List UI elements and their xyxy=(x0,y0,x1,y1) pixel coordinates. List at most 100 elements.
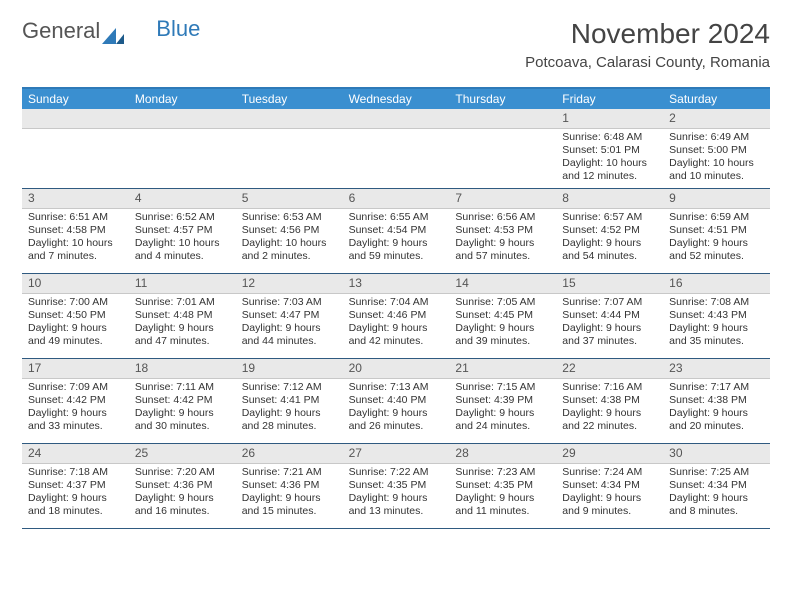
daylight-text: Daylight: 9 hours and 13 minutes. xyxy=(349,492,444,518)
daylight-text: Daylight: 9 hours and 35 minutes. xyxy=(669,322,764,348)
weekday-saturday: Saturday xyxy=(663,89,770,109)
day-cell: 21Sunrise: 7:15 AMSunset: 4:39 PMDayligh… xyxy=(449,359,556,443)
day-number: 20 xyxy=(343,359,450,379)
daylight-text: Daylight: 9 hours and 57 minutes. xyxy=(455,237,550,263)
sunset-text: Sunset: 4:38 PM xyxy=(669,394,764,407)
week-row: 1Sunrise: 6:48 AMSunset: 5:01 PMDaylight… xyxy=(22,109,770,189)
location: Potcoava, Calarasi County, Romania xyxy=(525,54,770,71)
logo-text-general: General xyxy=(22,18,100,44)
sunset-text: Sunset: 4:48 PM xyxy=(135,309,230,322)
day-cell: 5Sunrise: 6:53 AMSunset: 4:56 PMDaylight… xyxy=(236,189,343,273)
daylight-text: Daylight: 9 hours and 54 minutes. xyxy=(562,237,657,263)
daylight-text: Daylight: 9 hours and 37 minutes. xyxy=(562,322,657,348)
day-body: Sunrise: 7:01 AMSunset: 4:48 PMDaylight:… xyxy=(129,294,236,353)
day-number: 1 xyxy=(556,109,663,129)
day-number: 18 xyxy=(129,359,236,379)
day-body: Sunrise: 7:23 AMSunset: 4:35 PMDaylight:… xyxy=(449,464,556,523)
sunset-text: Sunset: 4:43 PM xyxy=(669,309,764,322)
daylight-text: Daylight: 9 hours and 44 minutes. xyxy=(242,322,337,348)
day-number: 6 xyxy=(343,189,450,209)
weekday-wednesday: Wednesday xyxy=(343,89,450,109)
day-cell: 13Sunrise: 7:04 AMSunset: 4:46 PMDayligh… xyxy=(343,274,450,358)
day-cell: 10Sunrise: 7:00 AMSunset: 4:50 PMDayligh… xyxy=(22,274,129,358)
sunset-text: Sunset: 4:35 PM xyxy=(349,479,444,492)
day-body: Sunrise: 6:52 AMSunset: 4:57 PMDaylight:… xyxy=(129,209,236,268)
sunrise-text: Sunrise: 7:22 AM xyxy=(349,466,444,479)
day-cell: 17Sunrise: 7:09 AMSunset: 4:42 PMDayligh… xyxy=(22,359,129,443)
weekday-friday: Friday xyxy=(556,89,663,109)
day-number: 30 xyxy=(663,444,770,464)
sunrise-text: Sunrise: 6:59 AM xyxy=(669,211,764,224)
day-body: Sunrise: 7:11 AMSunset: 4:42 PMDaylight:… xyxy=(129,379,236,438)
sunset-text: Sunset: 4:54 PM xyxy=(349,224,444,237)
day-number: 26 xyxy=(236,444,343,464)
sunset-text: Sunset: 4:52 PM xyxy=(562,224,657,237)
daylight-text: Daylight: 9 hours and 42 minutes. xyxy=(349,322,444,348)
sunrise-text: Sunrise: 7:16 AM xyxy=(562,381,657,394)
day-number: 2 xyxy=(663,109,770,129)
day-cell xyxy=(129,109,236,188)
weekday-thursday: Thursday xyxy=(449,89,556,109)
weekday-sunday: Sunday xyxy=(22,89,129,109)
day-body: Sunrise: 7:09 AMSunset: 4:42 PMDaylight:… xyxy=(22,379,129,438)
day-number: 27 xyxy=(343,444,450,464)
weekday-monday: Monday xyxy=(129,89,236,109)
sunset-text: Sunset: 4:42 PM xyxy=(28,394,123,407)
day-number: 15 xyxy=(556,274,663,294)
daylight-text: Daylight: 9 hours and 30 minutes. xyxy=(135,407,230,433)
logo-triangle-icon xyxy=(102,28,124,44)
sunrise-text: Sunrise: 7:09 AM xyxy=(28,381,123,394)
day-body: Sunrise: 7:08 AMSunset: 4:43 PMDaylight:… xyxy=(663,294,770,353)
week-row: 17Sunrise: 7:09 AMSunset: 4:42 PMDayligh… xyxy=(22,359,770,444)
day-cell: 6Sunrise: 6:55 AMSunset: 4:54 PMDaylight… xyxy=(343,189,450,273)
sunrise-text: Sunrise: 7:08 AM xyxy=(669,296,764,309)
day-cell: 27Sunrise: 7:22 AMSunset: 4:35 PMDayligh… xyxy=(343,444,450,528)
day-number: 9 xyxy=(663,189,770,209)
day-number: 22 xyxy=(556,359,663,379)
daylight-text: Daylight: 9 hours and 20 minutes. xyxy=(669,407,764,433)
daylight-text: Daylight: 10 hours and 12 minutes. xyxy=(562,157,657,183)
weekday-tuesday: Tuesday xyxy=(236,89,343,109)
day-cell: 28Sunrise: 7:23 AMSunset: 4:35 PMDayligh… xyxy=(449,444,556,528)
sunset-text: Sunset: 4:44 PM xyxy=(562,309,657,322)
day-number xyxy=(236,109,343,129)
daylight-text: Daylight: 10 hours and 2 minutes. xyxy=(242,237,337,263)
sunrise-text: Sunrise: 7:17 AM xyxy=(669,381,764,394)
sunrise-text: Sunrise: 6:57 AM xyxy=(562,211,657,224)
sunset-text: Sunset: 4:41 PM xyxy=(242,394,337,407)
sunrise-text: Sunrise: 7:24 AM xyxy=(562,466,657,479)
day-number: 29 xyxy=(556,444,663,464)
day-body: Sunrise: 6:57 AMSunset: 4:52 PMDaylight:… xyxy=(556,209,663,268)
daylight-text: Daylight: 9 hours and 22 minutes. xyxy=(562,407,657,433)
day-cell: 9Sunrise: 6:59 AMSunset: 4:51 PMDaylight… xyxy=(663,189,770,273)
day-body: Sunrise: 7:22 AMSunset: 4:35 PMDaylight:… xyxy=(343,464,450,523)
day-number: 12 xyxy=(236,274,343,294)
daylight-text: Daylight: 10 hours and 7 minutes. xyxy=(28,237,123,263)
logo-text-blue: Blue xyxy=(156,16,200,41)
sunset-text: Sunset: 4:57 PM xyxy=(135,224,230,237)
day-body: Sunrise: 7:03 AMSunset: 4:47 PMDaylight:… xyxy=(236,294,343,353)
day-number: 11 xyxy=(129,274,236,294)
day-number: 17 xyxy=(22,359,129,379)
day-number: 28 xyxy=(449,444,556,464)
day-number xyxy=(129,109,236,129)
day-body: Sunrise: 6:48 AMSunset: 5:01 PMDaylight:… xyxy=(556,129,663,188)
day-cell: 30Sunrise: 7:25 AMSunset: 4:34 PMDayligh… xyxy=(663,444,770,528)
title-block: November 2024 Potcoava, Calarasi County,… xyxy=(525,18,770,71)
sunset-text: Sunset: 4:34 PM xyxy=(669,479,764,492)
day-body: Sunrise: 7:24 AMSunset: 4:34 PMDaylight:… xyxy=(556,464,663,523)
sunrise-text: Sunrise: 6:51 AM xyxy=(28,211,123,224)
daylight-text: Daylight: 9 hours and 24 minutes. xyxy=(455,407,550,433)
sunrise-text: Sunrise: 6:53 AM xyxy=(242,211,337,224)
sunset-text: Sunset: 4:46 PM xyxy=(349,309,444,322)
day-cell: 16Sunrise: 7:08 AMSunset: 4:43 PMDayligh… xyxy=(663,274,770,358)
day-cell xyxy=(22,109,129,188)
sunset-text: Sunset: 4:50 PM xyxy=(28,309,123,322)
daylight-text: Daylight: 9 hours and 26 minutes. xyxy=(349,407,444,433)
sunrise-text: Sunrise: 6:49 AM xyxy=(669,131,764,144)
sunrise-text: Sunrise: 7:15 AM xyxy=(455,381,550,394)
sunset-text: Sunset: 4:36 PM xyxy=(242,479,337,492)
daylight-text: Daylight: 9 hours and 16 minutes. xyxy=(135,492,230,518)
day-number: 14 xyxy=(449,274,556,294)
sunset-text: Sunset: 4:36 PM xyxy=(135,479,230,492)
